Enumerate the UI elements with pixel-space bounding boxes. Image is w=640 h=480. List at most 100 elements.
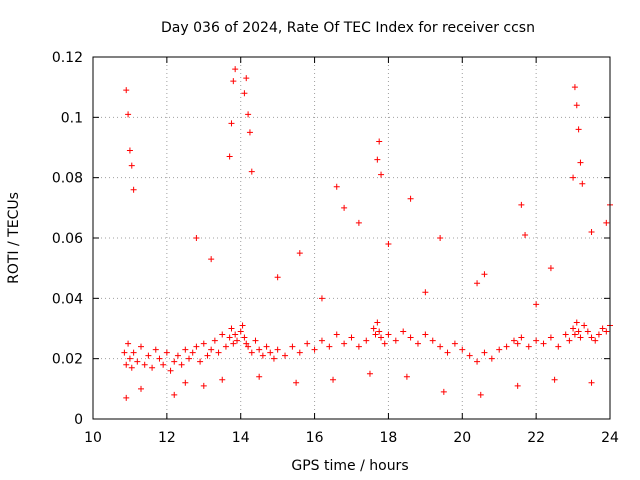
y-tick-label: 0	[74, 412, 83, 428]
data-point	[237, 328, 244, 335]
data-point	[363, 337, 370, 344]
data-point	[186, 355, 193, 362]
data-point	[555, 343, 562, 350]
data-point	[575, 328, 582, 335]
data-point	[326, 343, 333, 350]
x-tick-label: 12	[158, 430, 176, 446]
data-point	[193, 343, 200, 350]
data-point	[414, 340, 421, 347]
data-point	[376, 328, 383, 335]
data-point	[125, 340, 132, 347]
data-point	[241, 90, 248, 97]
data-point	[226, 153, 233, 160]
data-point	[215, 349, 222, 356]
data-point	[245, 343, 252, 350]
data-point	[171, 358, 178, 365]
data-point	[274, 346, 281, 353]
data-point	[378, 171, 385, 178]
data-point	[437, 235, 444, 241]
data-point	[573, 102, 580, 109]
data-point	[400, 328, 407, 335]
data-point	[228, 120, 235, 127]
data-point	[222, 343, 229, 350]
data-point	[126, 355, 133, 362]
data-point	[533, 337, 540, 344]
data-point	[422, 289, 429, 296]
data-point	[252, 337, 259, 344]
data-point	[474, 358, 481, 365]
data-point	[381, 340, 388, 347]
data-point	[341, 340, 348, 347]
data-point	[241, 334, 248, 341]
data-point	[451, 340, 458, 347]
data-point	[514, 340, 521, 347]
data-point	[149, 364, 156, 371]
y-tick-label: 0.04	[52, 291, 83, 307]
data-point	[595, 331, 602, 338]
x-tick-label: 16	[306, 430, 324, 446]
data-point	[182, 346, 189, 353]
data-point	[248, 168, 255, 175]
data-point	[407, 195, 414, 202]
data-point	[204, 352, 211, 359]
data-point	[518, 334, 525, 341]
data-point	[230, 340, 237, 347]
data-point	[385, 331, 392, 338]
data-point	[330, 376, 337, 383]
data-point	[522, 231, 529, 238]
data-point	[584, 328, 591, 335]
data-point	[579, 180, 586, 187]
data-point	[403, 373, 410, 380]
data-point	[211, 337, 218, 344]
data-point	[551, 376, 558, 383]
data-point	[270, 355, 277, 362]
data-point	[444, 349, 451, 356]
data-point	[603, 219, 610, 226]
data-point	[219, 376, 226, 383]
data-point	[134, 358, 141, 365]
data-point	[138, 343, 145, 350]
data-point	[245, 111, 252, 118]
data-point	[248, 349, 255, 356]
data-point	[540, 340, 547, 347]
data-point	[481, 271, 488, 278]
x-tick-label: 10	[84, 430, 102, 446]
data-point	[603, 328, 610, 335]
data-point	[341, 204, 348, 211]
data-point	[592, 337, 599, 344]
data-point	[562, 331, 569, 338]
data-point	[376, 138, 383, 145]
data-point	[525, 343, 532, 350]
data-point	[200, 340, 207, 347]
data-point	[246, 129, 253, 136]
data-point	[588, 228, 595, 235]
data-point	[385, 241, 392, 248]
data-point	[123, 394, 130, 401]
data-point	[197, 358, 204, 365]
data-point	[599, 325, 606, 332]
data-point	[429, 337, 436, 344]
data-point	[372, 331, 379, 338]
data-point	[575, 126, 582, 133]
data-point	[182, 379, 189, 386]
data-point	[259, 352, 266, 359]
data-point	[333, 331, 340, 338]
data-point	[514, 382, 521, 389]
data-point	[577, 334, 584, 341]
data-point	[296, 250, 303, 257]
data-point	[123, 87, 130, 94]
data-point	[293, 379, 300, 386]
y-tick-label: 0.06	[52, 231, 83, 247]
data-point	[145, 352, 152, 359]
data-point	[333, 183, 340, 190]
data-point	[547, 334, 554, 341]
data-point	[230, 78, 237, 85]
data-point	[547, 265, 554, 272]
data-point	[256, 346, 263, 353]
data-point	[311, 346, 318, 353]
data-point	[474, 280, 481, 287]
data-point	[571, 331, 578, 338]
data-point	[208, 256, 215, 263]
axis-ticks: 10 12 14 16 18 20 22 24 0 0.02 0.04 0.06 0.08 0.1 0.12	[52, 50, 619, 446]
data-point	[126, 147, 133, 154]
